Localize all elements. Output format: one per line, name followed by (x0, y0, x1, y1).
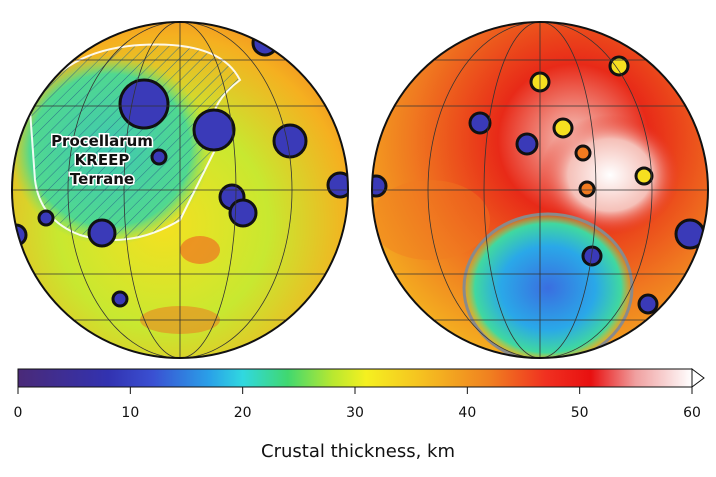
annotation: Procellarum (51, 132, 153, 150)
colorbar-extend-arrow (691, 368, 705, 388)
tick-label: 50 (571, 405, 589, 421)
colorbar (17, 368, 693, 388)
tick-label: 30 (346, 405, 364, 421)
tick-label: 0 (14, 405, 23, 421)
near-side-map (12, 22, 348, 358)
tick-label: 60 (683, 405, 701, 421)
colorbar-label: Crustal thickness, km (261, 441, 455, 462)
tick-label: 10 (121, 405, 139, 421)
near-side-outline (11, 21, 349, 359)
tick-label: 40 (458, 405, 476, 421)
annotation: KREEP (75, 151, 130, 169)
far-side-map (372, 22, 708, 358)
far-side-outline (371, 21, 709, 359)
tick-label: 20 (234, 405, 252, 421)
annotation: Terrane (70, 170, 134, 188)
